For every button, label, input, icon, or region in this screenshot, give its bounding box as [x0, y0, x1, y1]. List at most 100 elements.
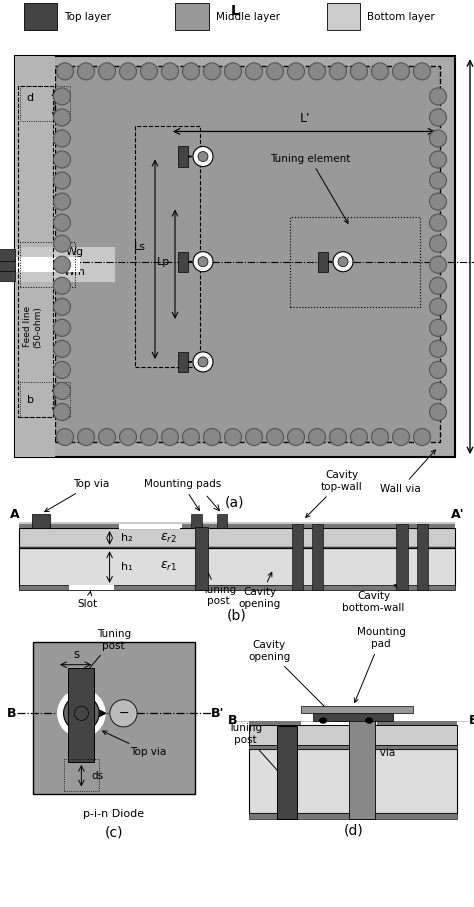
Bar — [69, 585, 114, 590]
Bar — [33, 642, 195, 795]
Bar — [178, 252, 188, 272]
Circle shape — [350, 428, 367, 445]
Bar — [18, 548, 456, 586]
Circle shape — [198, 257, 208, 267]
Circle shape — [429, 193, 447, 210]
Text: s: s — [73, 649, 80, 661]
Text: Mounting
pad: Mounting pad — [354, 628, 406, 703]
Text: Wm: Wm — [64, 267, 86, 277]
Circle shape — [429, 88, 447, 105]
Bar — [0, 258, 15, 270]
Circle shape — [140, 428, 157, 445]
Circle shape — [110, 699, 137, 727]
Text: d: d — [27, 93, 34, 103]
Text: h₂: h₂ — [121, 533, 133, 543]
Text: Cavity
top-wall: Cavity top-wall — [306, 471, 363, 518]
Circle shape — [162, 428, 179, 445]
Circle shape — [119, 428, 137, 445]
Text: A': A' — [451, 509, 465, 522]
Circle shape — [198, 356, 208, 367]
Text: Wall via: Wall via — [380, 450, 436, 494]
Bar — [18, 528, 456, 548]
Bar — [20, 382, 70, 417]
Circle shape — [225, 428, 241, 445]
Circle shape — [54, 383, 71, 399]
Bar — [195, 527, 208, 590]
Text: $\varepsilon_{r2}$: $\varepsilon_{r2}$ — [160, 532, 177, 544]
Circle shape — [372, 63, 389, 80]
Circle shape — [203, 63, 220, 80]
Bar — [15, 257, 80, 272]
Circle shape — [56, 428, 73, 445]
Text: $\varepsilon_{r1}$: $\varepsilon_{r1}$ — [160, 560, 177, 572]
Text: ds: ds — [91, 772, 104, 782]
Circle shape — [56, 63, 73, 80]
Bar — [312, 524, 323, 590]
Text: (d): (d) — [343, 824, 363, 837]
Bar — [18, 86, 53, 417]
Bar — [15, 247, 115, 282]
Bar — [18, 547, 456, 549]
Text: Tuning element: Tuning element — [270, 153, 350, 223]
Circle shape — [78, 63, 94, 80]
Bar — [32, 513, 50, 528]
Circle shape — [54, 151, 71, 168]
Text: B: B — [228, 714, 237, 727]
Text: (a): (a) — [225, 495, 245, 509]
Bar — [55, 66, 440, 442]
Text: L': L' — [300, 112, 310, 125]
Circle shape — [288, 63, 304, 80]
Bar — [15, 56, 55, 457]
Circle shape — [288, 428, 304, 445]
Circle shape — [64, 696, 99, 731]
Circle shape — [99, 63, 116, 80]
Bar — [0, 268, 15, 281]
Circle shape — [246, 63, 263, 80]
Bar — [18, 522, 456, 524]
Circle shape — [429, 130, 447, 147]
Circle shape — [429, 172, 447, 189]
Bar — [292, 524, 303, 590]
Circle shape — [372, 428, 389, 445]
Bar — [68, 668, 94, 762]
Text: A: A — [9, 509, 19, 522]
Bar — [396, 524, 408, 590]
Text: −: − — [118, 707, 129, 720]
Text: Top via: Top via — [103, 731, 166, 757]
Text: B: B — [7, 707, 17, 720]
Circle shape — [413, 428, 430, 445]
Circle shape — [329, 63, 346, 80]
Text: Top via: Top via — [45, 480, 109, 512]
Circle shape — [429, 298, 447, 316]
Text: B': B' — [469, 714, 474, 727]
Bar — [24, 4, 57, 30]
Bar — [191, 514, 201, 528]
Text: Top layer: Top layer — [64, 12, 111, 22]
Circle shape — [54, 278, 71, 294]
Circle shape — [54, 235, 71, 252]
Text: B': B' — [211, 707, 224, 720]
Circle shape — [182, 428, 200, 445]
Circle shape — [392, 428, 410, 445]
Bar — [249, 749, 457, 814]
Bar — [118, 524, 180, 529]
Circle shape — [429, 383, 447, 399]
Circle shape — [54, 404, 71, 421]
Circle shape — [309, 63, 326, 80]
Circle shape — [57, 689, 106, 737]
Circle shape — [54, 130, 71, 147]
Circle shape — [119, 63, 137, 80]
Circle shape — [429, 151, 447, 168]
Circle shape — [54, 256, 71, 273]
Bar — [290, 217, 420, 307]
Circle shape — [429, 404, 447, 421]
Bar — [327, 4, 360, 30]
Text: Lp: Lp — [156, 257, 170, 267]
Bar — [377, 720, 457, 726]
Circle shape — [182, 63, 200, 80]
Bar — [178, 147, 188, 167]
Circle shape — [429, 214, 447, 231]
Circle shape — [193, 251, 213, 272]
Circle shape — [266, 63, 283, 80]
Circle shape — [54, 298, 71, 316]
